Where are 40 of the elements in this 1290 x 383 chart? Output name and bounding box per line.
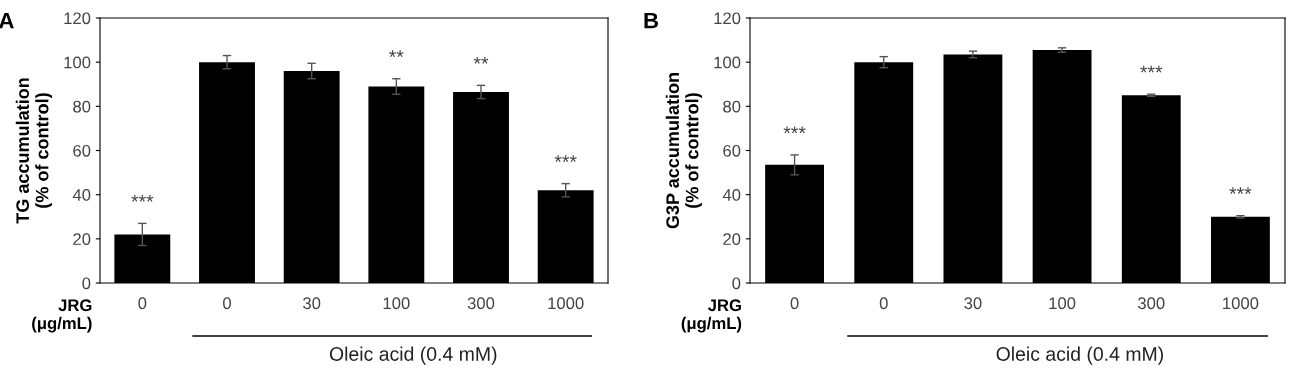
text: Oleic acid (0.4 mM) xyxy=(996,346,1163,365)
x-tick-label: 30 xyxy=(303,297,321,310)
y-tick-label: 40 xyxy=(72,189,91,201)
x-tick-label: 100 xyxy=(1049,297,1076,310)
y-tick-label: 120 xyxy=(64,12,91,25)
x-axis-title: JRG (μg/mL) xyxy=(681,299,742,333)
y-tick-label: 80 xyxy=(73,100,91,113)
text: Oleic acid (0.4 mM) xyxy=(329,346,497,365)
data-label: *** xyxy=(1229,187,1252,195)
x-axis-title: JRG (μg/mL) xyxy=(32,299,92,333)
chart-title: B xyxy=(644,12,659,29)
data-label: *** xyxy=(554,155,577,162)
y-tick-label: 0 xyxy=(82,277,91,290)
y-tick-label: 60 xyxy=(723,144,741,157)
x-tick-label: 0 xyxy=(879,297,888,310)
data-label: *** xyxy=(783,126,806,134)
y-tick-label: 100 xyxy=(64,56,91,69)
x-tick-label: 0 xyxy=(223,297,231,310)
x-tick-label: 0 xyxy=(138,297,147,310)
y-axis-title: TG accumulation (% of control) xyxy=(15,78,53,224)
y-tick-label: 40 xyxy=(722,189,741,201)
data-label: ** xyxy=(473,56,489,64)
x-tick-label: 30 xyxy=(964,297,982,310)
y-tick-label: 20 xyxy=(723,233,741,246)
y-tick-label: 60 xyxy=(73,144,91,157)
y-tick-label: 100 xyxy=(714,56,741,69)
x-tick-label: 1000 xyxy=(1223,297,1259,310)
y-tick-label: 20 xyxy=(73,233,91,246)
x-tick-label: 300 xyxy=(467,297,495,310)
y-tick-label: 0 xyxy=(732,277,741,290)
x-tick-label: 0 xyxy=(790,297,799,310)
data-label: *** xyxy=(1140,65,1163,73)
data-label: ** xyxy=(389,50,404,58)
data-label: *** xyxy=(131,194,154,202)
x-tick-label: 100 xyxy=(383,297,410,310)
y-tick-label: 80 xyxy=(723,100,741,113)
x-tick-label: 1000 xyxy=(548,297,584,310)
x-tick-label: 300 xyxy=(1137,297,1165,310)
y-axis-title: G3P accumulation (% of control) xyxy=(665,73,703,229)
y-tick-label: 120 xyxy=(714,12,741,25)
